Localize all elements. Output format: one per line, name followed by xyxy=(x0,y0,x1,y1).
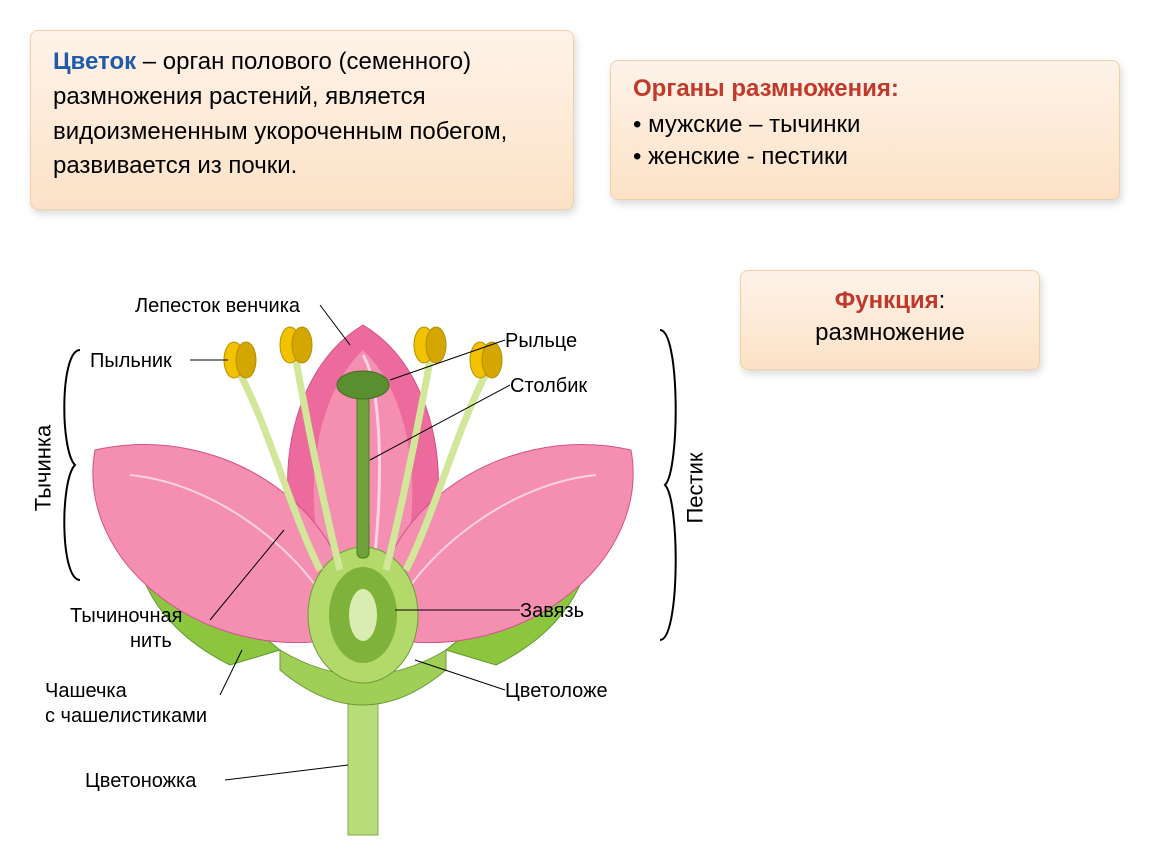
brace-right xyxy=(660,330,676,640)
stigma-shape xyxy=(337,371,389,399)
anther-4 xyxy=(470,342,502,378)
label-pedicel: Цветоножка xyxy=(85,770,196,793)
anther-3 xyxy=(414,327,446,363)
group-label-pistil: Пестик xyxy=(683,452,709,523)
definition-term: Цветок xyxy=(53,48,136,75)
label-petal: Лепесток венчика xyxy=(135,295,300,318)
function-content: Функция: размножение xyxy=(763,285,1017,350)
label-stigma: Рыльце xyxy=(505,330,577,353)
organs-item-female: • женские - пестики xyxy=(633,141,1097,173)
anther-1 xyxy=(224,342,256,378)
function-text: размножение xyxy=(815,319,965,346)
label-anther: Пыльник xyxy=(90,350,172,373)
function-box: Функция: размножение xyxy=(740,270,1040,370)
label-style: Столбик xyxy=(510,375,587,398)
definition-text: Цветок – орган полового (семенного) разм… xyxy=(53,45,551,184)
label-ovary: Завязь xyxy=(520,600,584,623)
leader-petal xyxy=(320,305,350,345)
group-label-stamen: Тычинка xyxy=(30,425,56,512)
label-filament-1: Тычиночная xyxy=(70,605,182,628)
label-receptacle: Цветоложе xyxy=(505,680,608,703)
organs-item-male: • мужские – тычинки xyxy=(633,109,1097,141)
function-title: Функция xyxy=(835,287,939,314)
definition-box: Цветок – орган полового (семенного) разм… xyxy=(30,30,574,210)
label-filament-2: нить xyxy=(130,630,172,653)
organs-box: Органы размножения: • мужские – тычинки … xyxy=(610,60,1120,200)
brace-left xyxy=(64,350,80,580)
label-sepal-1: Чашечка xyxy=(45,680,127,703)
anther-2 xyxy=(280,327,312,363)
label-sepal-2: с чашелистиками xyxy=(45,705,207,728)
leader-pedicel xyxy=(225,765,348,780)
organs-list: • мужские – тычинки • женские - пестики xyxy=(633,109,1097,174)
organs-title: Органы размножения: xyxy=(633,75,1097,103)
ovule xyxy=(349,589,377,641)
style-shape xyxy=(357,390,369,558)
pedicel-shape xyxy=(348,685,378,835)
